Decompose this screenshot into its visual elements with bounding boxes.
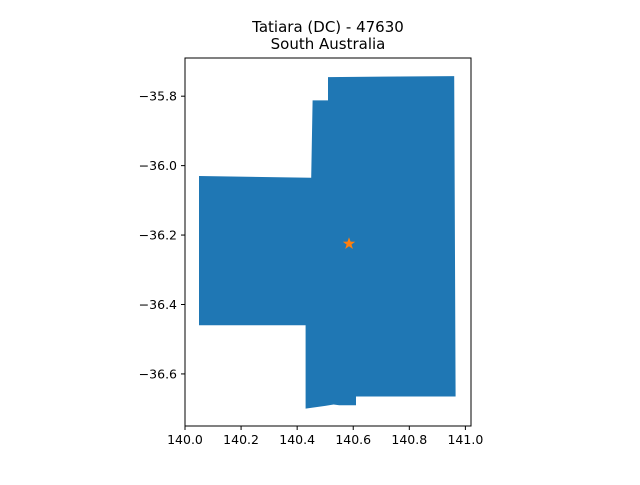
- y-tick-label: −35.8: [139, 89, 177, 104]
- x-tick-label: 140.2: [223, 432, 259, 447]
- centroid-star-marker: [342, 237, 356, 249]
- plot-title-line2: South Australia: [271, 35, 386, 53]
- x-tick-label: 140.4: [279, 432, 315, 447]
- y-tick-label: −36.6: [139, 366, 177, 381]
- y-tick-label: −36.2: [139, 228, 177, 243]
- x-tick-label: 140.8: [391, 432, 427, 447]
- x-tick-label: 141.0: [447, 432, 483, 447]
- x-tick-label: 140.6: [335, 432, 371, 447]
- region-polygon: [199, 76, 456, 409]
- plot-title-line1: Tatiara (DC) - 47630: [251, 18, 404, 36]
- y-tick-label: −36.0: [139, 158, 177, 173]
- map-axes: 140.0 140.2 140.4 140.6 140.8 141.0 −35.8 −36.0…: [139, 57, 483, 447]
- y-tick-label: −36.4: [139, 297, 177, 312]
- x-tick-label: 140.0: [167, 432, 203, 447]
- axes-frame: [184, 57, 472, 427]
